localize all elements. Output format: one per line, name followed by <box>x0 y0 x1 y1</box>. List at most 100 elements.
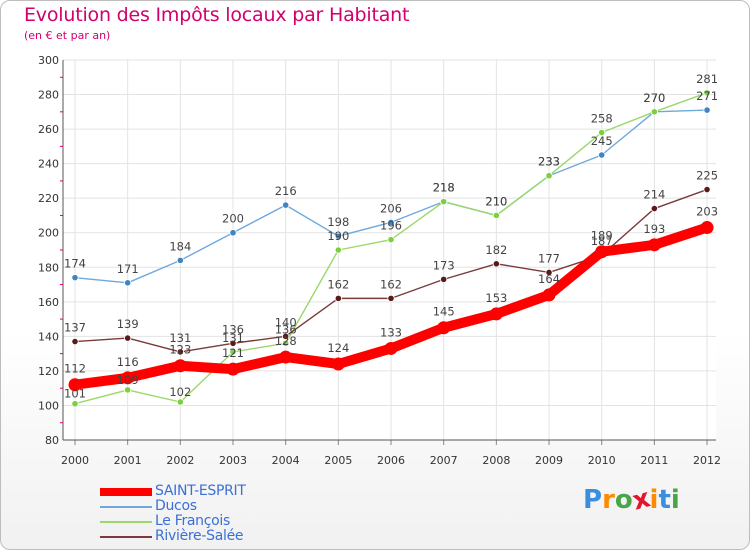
y-tick-label: 200 <box>38 227 59 240</box>
data-label: 124 <box>327 341 349 355</box>
data-point-1-2 <box>176 256 184 264</box>
x-tick-label: 2010 <box>588 454 616 467</box>
data-point-1-6 <box>387 218 395 226</box>
data-point-2-6 <box>387 236 395 244</box>
data-point-1-3 <box>229 229 237 237</box>
y-tick-label: 280 <box>38 89 59 102</box>
data-point-3-12 <box>703 185 711 194</box>
data-label: 210 <box>485 194 507 208</box>
data-point-1-5 <box>334 232 342 240</box>
data-point-0-12 <box>700 221 714 235</box>
data-point-3-1 <box>124 334 132 342</box>
data-point-1-1 <box>124 279 132 287</box>
data-label: 270 <box>643 91 665 105</box>
data-label: 109 <box>117 373 139 387</box>
data-point-2-0 <box>71 400 79 408</box>
data-point-0-7 <box>437 321 451 335</box>
data-point-2-1 <box>124 386 132 394</box>
data-point-3-3 <box>229 339 237 347</box>
data-label: 101 <box>64 387 86 401</box>
legend-label: Ducos <box>155 498 197 514</box>
data-point-0-8 <box>489 307 503 321</box>
legend-swatch <box>100 505 152 508</box>
x-tick-label: 2004 <box>272 454 300 467</box>
legend-item: Ducos <box>100 499 246 514</box>
data-point-3-2 <box>176 348 184 356</box>
data-label: 128 <box>275 334 297 348</box>
data-label: 270 <box>643 91 665 105</box>
x-tick-label: 2008 <box>482 454 510 467</box>
data-label: 196 <box>380 219 402 233</box>
data-point-0-6 <box>384 341 398 355</box>
data-point-0-9 <box>542 288 556 302</box>
y-tick-label: 140 <box>38 330 59 343</box>
data-point-2-5 <box>334 246 342 254</box>
data-label: 216 <box>275 184 297 198</box>
y-tick-label: 80 <box>45 434 59 447</box>
y-tick-label: 260 <box>38 123 59 136</box>
legend-swatch <box>100 535 152 538</box>
data-point-2-7 <box>440 198 448 206</box>
legend-swatch <box>100 520 152 523</box>
data-point-0-3 <box>226 362 240 376</box>
y-tick-label: 100 <box>38 399 59 412</box>
legend-label: SAINT-ESPRIT <box>155 483 246 499</box>
legend-item: Le François <box>100 514 246 529</box>
data-label: 210 <box>485 194 507 208</box>
data-label: 136 <box>222 322 244 336</box>
data-label: 193 <box>643 222 665 236</box>
data-label: 187 <box>591 234 613 248</box>
data-label: 177 <box>538 251 560 265</box>
data-label: 140 <box>275 315 297 329</box>
data-label: 281 <box>696 72 718 86</box>
data-label: 203 <box>696 205 718 219</box>
data-label: 173 <box>433 258 455 272</box>
data-point-3-0 <box>71 337 79 346</box>
data-label: 131 <box>222 331 244 345</box>
x-tick-label: 2011 <box>640 454 668 467</box>
data-label: 218 <box>433 181 455 195</box>
data-label: 271 <box>696 89 718 103</box>
data-point-0-10 <box>595 245 609 259</box>
data-point-2-11 <box>650 108 658 116</box>
data-label: 233 <box>538 155 560 169</box>
data-label: 189 <box>591 229 613 243</box>
x-tick-label: 2002 <box>166 454 194 467</box>
proxiti-logo: Proxiti <box>583 483 680 517</box>
data-point-2-12 <box>703 89 711 97</box>
data-point-0-2 <box>173 359 187 373</box>
data-label: 133 <box>380 325 402 339</box>
data-point-3-8 <box>492 260 500 268</box>
data-label: 200 <box>222 212 244 226</box>
data-label: 162 <box>327 277 349 291</box>
data-label: 190 <box>327 229 349 243</box>
data-label: 218 <box>433 181 455 195</box>
x-tick-label: 2006 <box>377 454 405 467</box>
x-tick-label: 2009 <box>535 454 563 467</box>
data-label: 198 <box>327 215 349 229</box>
data-point-3-6 <box>387 294 395 302</box>
data-label: 233 <box>538 155 560 169</box>
y-tick-label: 300 <box>38 54 59 67</box>
data-point-0-5 <box>331 357 345 371</box>
data-point-1-0 <box>71 274 79 282</box>
chart-title: Evolution des Impôts locaux par Habitant <box>24 4 410 26</box>
data-label: 123 <box>169 343 191 357</box>
data-label: 225 <box>696 169 718 183</box>
data-point-2-10 <box>598 128 606 137</box>
data-label: 102 <box>169 385 191 399</box>
x-tick-label: 2007 <box>430 454 458 467</box>
data-point-0-11 <box>647 238 661 252</box>
legend-item: SAINT-ESPRIT <box>100 484 246 499</box>
data-label: 139 <box>117 317 139 331</box>
data-label: 121 <box>222 346 244 360</box>
data-point-2-3 <box>229 348 237 356</box>
data-label: 145 <box>433 305 455 319</box>
data-point-2-8 <box>492 211 500 220</box>
data-point-3-5 <box>334 294 342 302</box>
x-tick-label: 2001 <box>114 454 142 467</box>
data-label: 258 <box>591 112 613 126</box>
data-label: 184 <box>169 239 191 253</box>
data-point-1-10 <box>598 151 606 159</box>
